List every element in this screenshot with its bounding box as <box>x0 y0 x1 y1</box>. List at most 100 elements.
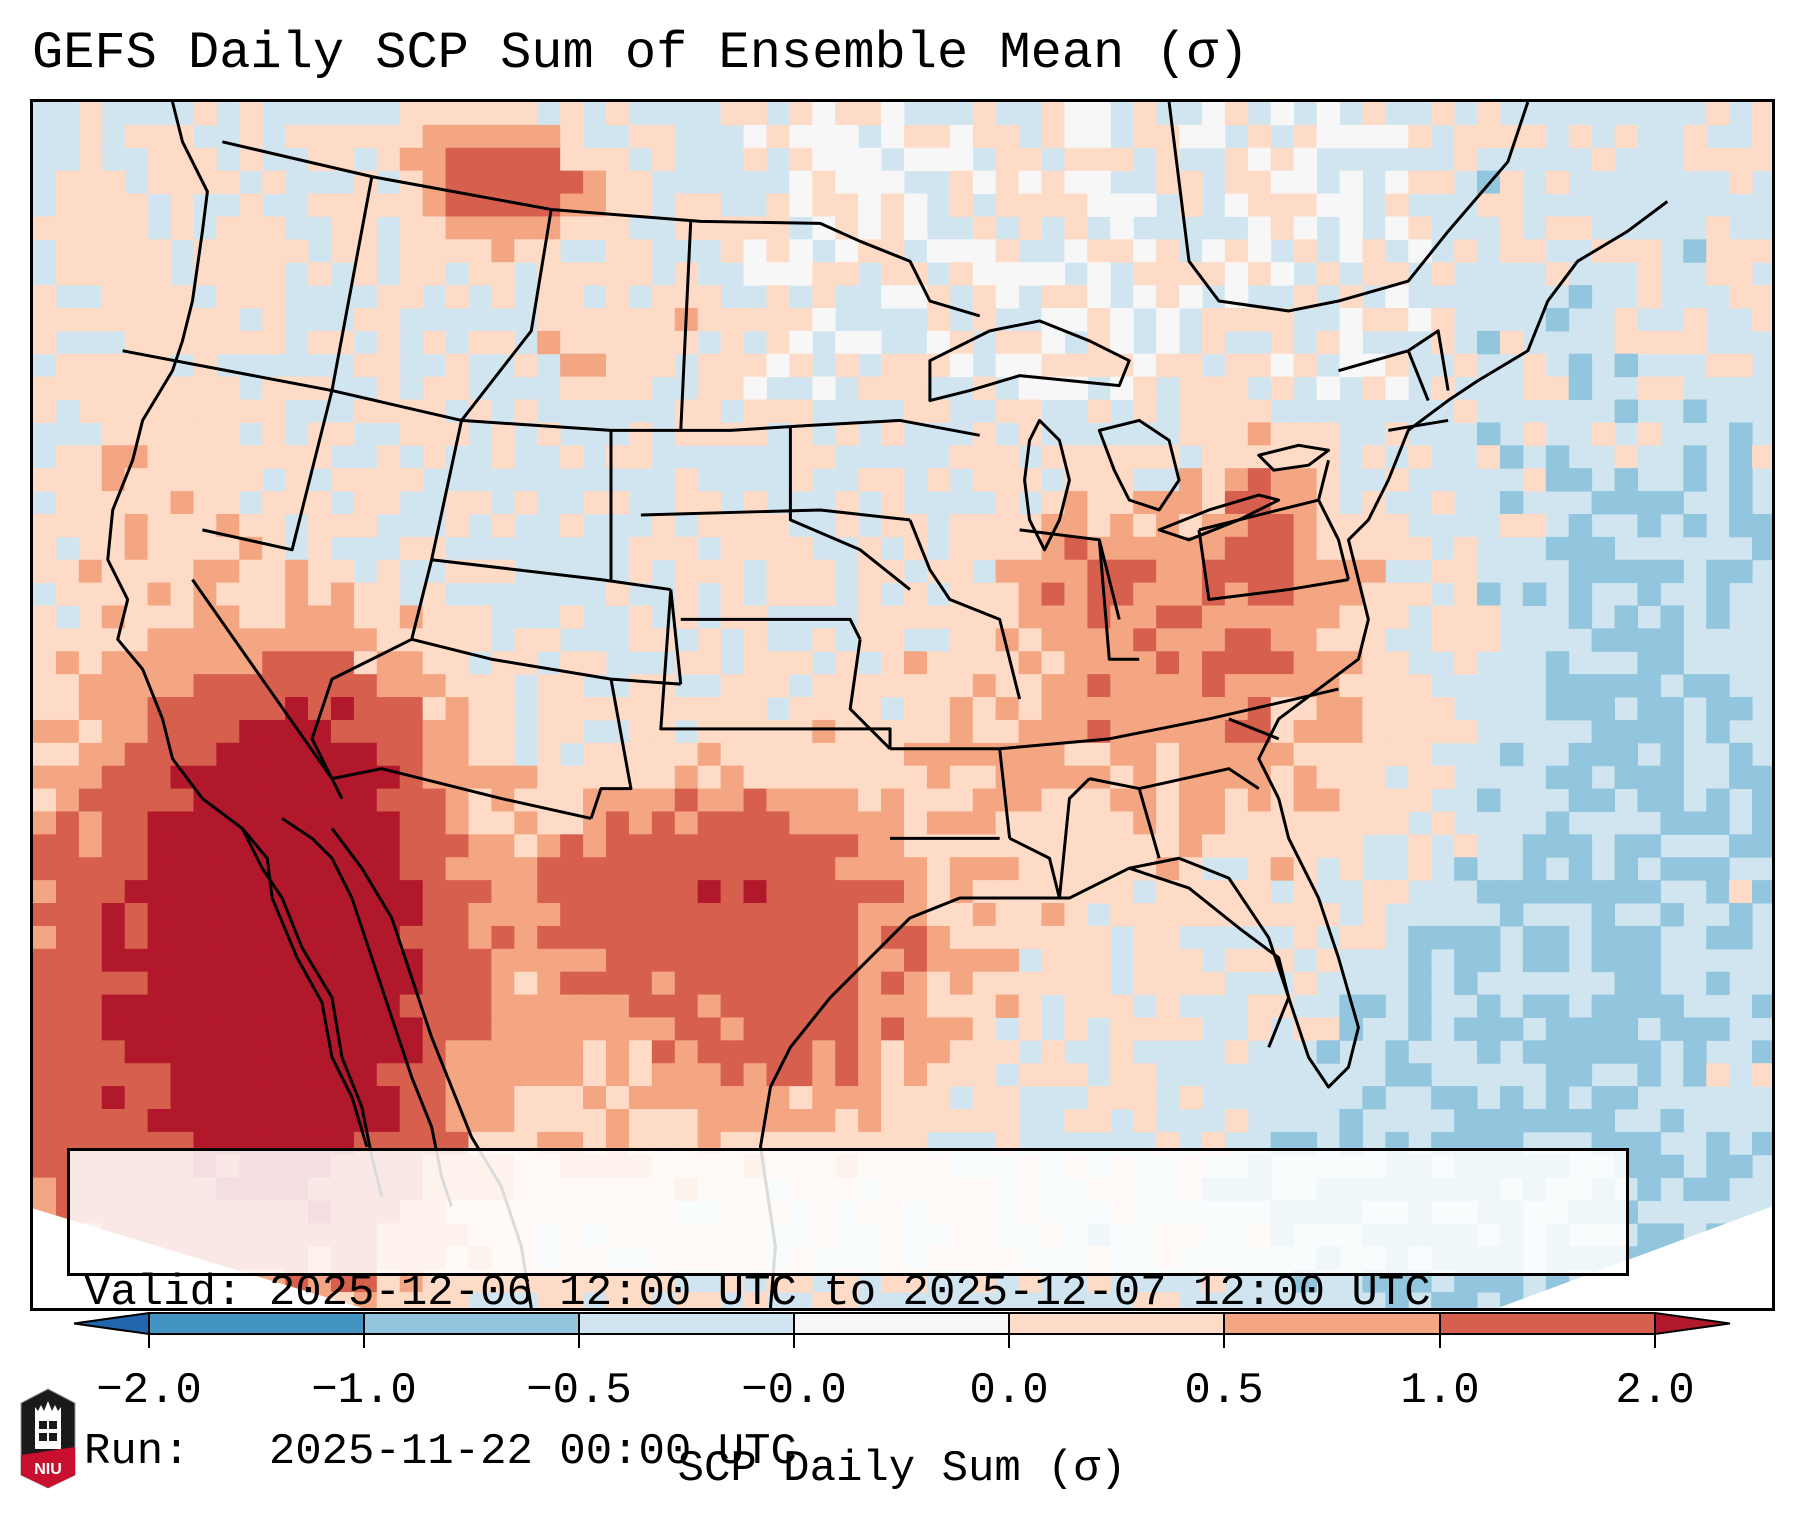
field-cell <box>583 1017 607 1041</box>
field-cell <box>468 765 492 790</box>
field-cell <box>491 674 515 698</box>
field-cell <box>399 971 424 996</box>
field-cell <box>697 1108 722 1133</box>
field-cell <box>628 857 653 881</box>
field-cell <box>445 925 469 950</box>
field-cell <box>1477 925 1501 950</box>
field-cell <box>1270 903 1295 927</box>
field-cell <box>789 399 813 423</box>
field-cell <box>1201 880 1226 904</box>
field-cell <box>1729 491 1753 515</box>
field-cell <box>766 353 790 378</box>
field-cell <box>949 903 974 927</box>
field-cell <box>262 216 286 240</box>
field-cell <box>239 330 263 355</box>
field-cell <box>743 628 767 652</box>
field-cell <box>881 353 905 378</box>
field-cell <box>1270 582 1295 606</box>
field-cell <box>101 811 126 835</box>
field-cell <box>1087 994 1111 1018</box>
field-cell <box>330 513 355 538</box>
field-cell <box>468 628 492 652</box>
field-cell <box>1339 170 1363 195</box>
field-cell <box>583 811 607 835</box>
field-cell <box>330 674 355 698</box>
field-cell <box>1454 1108 1478 1133</box>
field-cell <box>651 719 676 744</box>
field-cell <box>1706 925 1730 950</box>
field-cell <box>1247 147 1272 172</box>
field-cell <box>239 605 263 629</box>
field-cell <box>1293 239 1318 263</box>
field-cell <box>858 170 882 195</box>
field-cell <box>1087 628 1111 652</box>
field-cell <box>1454 399 1478 423</box>
field-cell <box>1293 285 1318 309</box>
field-cell <box>1637 1063 1661 1087</box>
field-cell <box>216 1040 240 1064</box>
field-cell <box>1270 216 1295 240</box>
field-cell <box>628 559 653 584</box>
field-cell <box>651 971 676 996</box>
field-cell <box>720 903 745 927</box>
field-cell <box>835 1108 859 1133</box>
field-cell <box>743 857 767 881</box>
field-cell <box>835 170 859 195</box>
field-cell <box>239 811 263 835</box>
valid-value: 2025-12-06 12:00 UTC to 2025-12-07 12:00… <box>268 1268 1431 1318</box>
field-cell <box>1270 353 1295 378</box>
field-cell <box>881 834 905 858</box>
field-cell <box>422 765 447 790</box>
field-cell <box>789 719 813 744</box>
field-cell <box>1156 285 1180 309</box>
field-cell <box>1179 468 1203 492</box>
field-cell <box>308 811 332 835</box>
field-cell <box>697 399 722 423</box>
field-cell <box>1270 376 1295 401</box>
field-cell <box>1522 834 1547 858</box>
field-cell <box>1293 834 1318 858</box>
field-cell <box>1133 239 1157 263</box>
field-cell <box>858 193 882 217</box>
field-cell <box>995 719 1020 744</box>
field-cell <box>628 1292 653 1308</box>
field-cell <box>972 971 997 996</box>
field-cell <box>789 193 813 217</box>
field-cell <box>1179 285 1203 309</box>
field-cell <box>606 971 630 996</box>
field-cell <box>583 1040 607 1064</box>
field-cell <box>101 536 126 561</box>
field-cell <box>1224 422 1249 446</box>
field-cell <box>743 147 767 172</box>
field-cell <box>445 674 469 698</box>
field-cell <box>1270 147 1295 172</box>
field-cell <box>720 925 745 950</box>
field-cell <box>101 307 126 332</box>
field-cell <box>170 765 194 790</box>
field-cell <box>1224 582 1249 606</box>
field-cell <box>1316 811 1340 835</box>
field-cell <box>491 811 515 835</box>
field-cell <box>193 971 217 996</box>
field-cell <box>1201 399 1226 423</box>
field-cell <box>606 330 630 355</box>
field-cell <box>995 857 1020 881</box>
field-cell <box>1110 994 1134 1018</box>
field-cell <box>835 1063 859 1087</box>
field-cell <box>583 1086 607 1110</box>
field-cell <box>881 491 905 515</box>
field-cell <box>1201 651 1226 675</box>
field-cell <box>445 216 469 240</box>
field-cell <box>1499 742 1524 767</box>
field-cell <box>949 948 974 973</box>
field-cell <box>651 536 676 561</box>
field-cell <box>766 559 790 584</box>
field-cell <box>812 1063 836 1087</box>
field-cell <box>583 994 607 1018</box>
field-cell <box>468 674 492 698</box>
field-cell <box>972 719 997 744</box>
field-cell <box>720 857 745 881</box>
field-cell <box>491 170 515 195</box>
field-cell <box>651 124 676 149</box>
field-cell <box>858 925 882 950</box>
